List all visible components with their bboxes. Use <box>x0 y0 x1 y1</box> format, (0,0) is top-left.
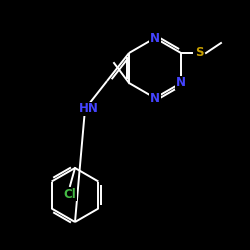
Text: Cl: Cl <box>64 188 76 200</box>
Text: N: N <box>176 76 186 90</box>
Text: N: N <box>150 92 160 104</box>
Text: S: S <box>195 46 203 60</box>
Text: N: N <box>150 32 160 44</box>
Text: HN: HN <box>79 102 99 116</box>
